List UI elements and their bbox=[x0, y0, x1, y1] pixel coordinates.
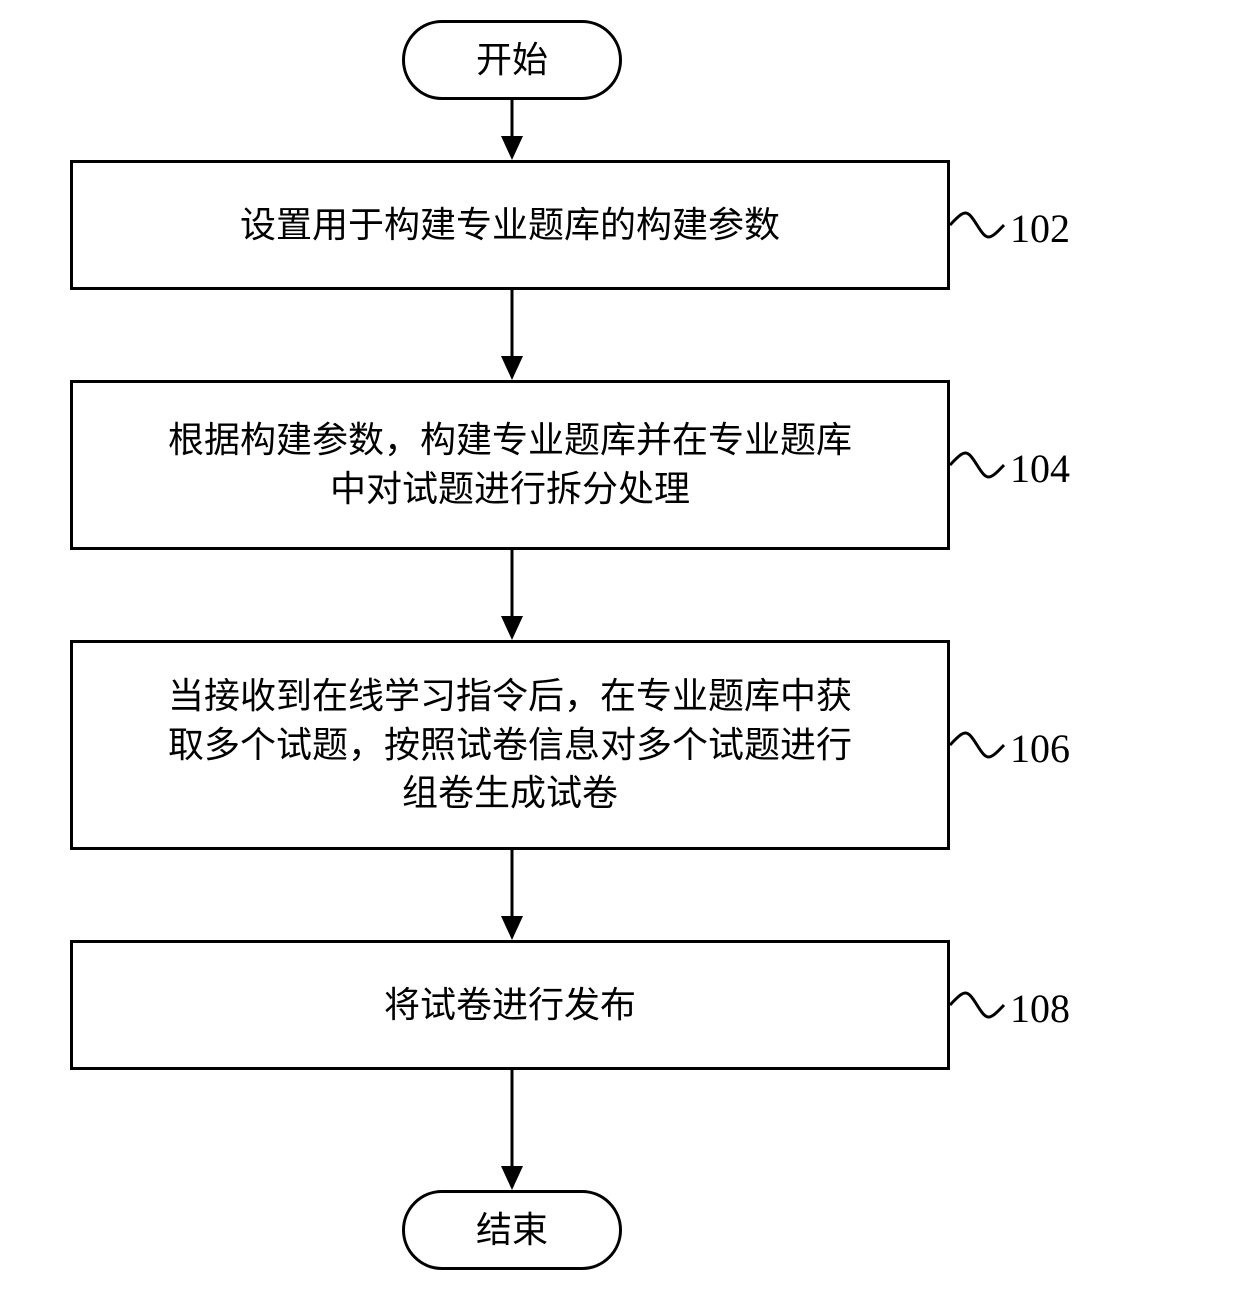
process-step-text: 根据构建参数，构建专业题库并在专业题库中对试题进行拆分处理 bbox=[168, 416, 852, 513]
process-step: 设置用于构建专业题库的构建参数 bbox=[70, 160, 950, 290]
step-label: 108 bbox=[1010, 985, 1070, 1032]
process-step: 将试卷进行发布 bbox=[70, 940, 950, 1070]
process-step-text: 将试卷进行发布 bbox=[384, 981, 636, 1030]
terminator-start-text: 开始 bbox=[476, 36, 548, 85]
process-step: 根据构建参数，构建专业题库并在专业题库中对试题进行拆分处理 bbox=[70, 380, 950, 550]
flowchart-canvas: 开始 设置用于构建专业题库的构建参数 102 根据构建参数，构建专业题库并在专业… bbox=[0, 0, 1240, 1293]
process-step-text: 设置用于构建专业题库的构建参数 bbox=[240, 201, 780, 250]
step-label: 104 bbox=[1010, 445, 1070, 492]
step-label: 106 bbox=[1010, 725, 1070, 772]
terminator-end: 结束 bbox=[402, 1190, 622, 1270]
terminator-start: 开始 bbox=[402, 20, 622, 100]
process-step-text: 当接收到在线学习指令后，在专业题库中获取多个试题，按照试卷信息对多个试题进行组卷… bbox=[168, 672, 852, 818]
step-label: 102 bbox=[1010, 205, 1070, 252]
process-step: 当接收到在线学习指令后，在专业题库中获取多个试题，按照试卷信息对多个试题进行组卷… bbox=[70, 640, 950, 850]
terminator-end-text: 结束 bbox=[476, 1206, 548, 1255]
